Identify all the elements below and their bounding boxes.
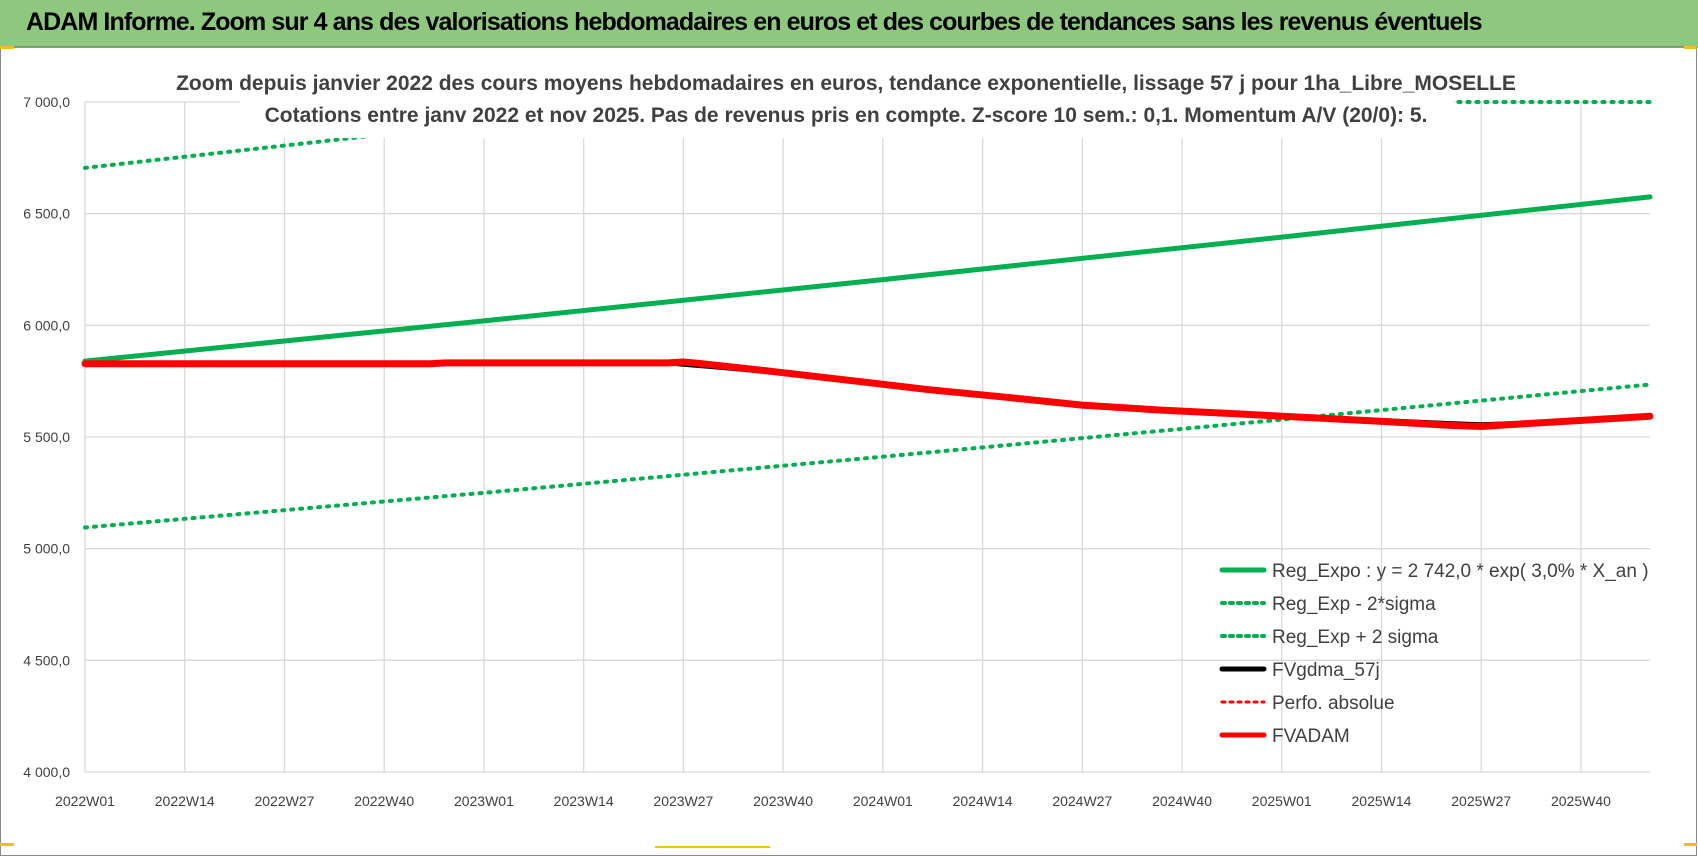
y-axis-ticks: 4 000,0 4 500,0 5 000,0 5 500,0 6 000,0 6 500… xyxy=(23,94,70,780)
series-line-2 xyxy=(83,132,387,170)
y-tick-label: 4 500,0 xyxy=(23,652,70,668)
report-banner: ADAM Informe. Zoom sur 4 ans des valoris… xyxy=(0,0,1698,48)
legend-label-4: Perfo. absolue xyxy=(1272,693,1395,714)
title-background xyxy=(240,66,1454,138)
series-line-5 xyxy=(81,358,1654,430)
chart-frame xyxy=(0,46,1697,856)
corner-accent-bottom-left xyxy=(0,843,14,846)
x-tick-label: 2022W14 xyxy=(155,793,215,809)
x-tick-label: 2025W27 xyxy=(1451,793,1511,809)
series-line-1 xyxy=(83,382,1652,530)
legend-label-1: Reg_Exp - 2*sigma xyxy=(1272,594,1436,615)
x-tick-label: 2023W14 xyxy=(554,793,614,809)
x-tick-label: 2025W40 xyxy=(1551,793,1611,809)
y-tick-label: 5 000,0 xyxy=(23,541,70,557)
legend-label-5: FVADAM xyxy=(1272,726,1350,747)
grid-layer xyxy=(84,101,1650,773)
x-tick-label: 2022W01 xyxy=(55,793,115,809)
series-line-0 xyxy=(82,194,1653,364)
corner-accent-bottom-right xyxy=(1684,843,1697,846)
y-tick-label: 5 500,0 xyxy=(23,429,70,445)
chart-subtitle: Cotations entre janv 2022 et nov 2025. P… xyxy=(265,104,1428,127)
y-tick-label: 7 000,0 xyxy=(23,94,70,110)
corner-accent-left xyxy=(0,46,14,49)
chart-title: Zoom depuis janvier 2022 des cours moyen… xyxy=(176,72,1516,95)
legend-label-3: FVgdma_57j xyxy=(1272,660,1380,681)
x-tick-label: 2022W27 xyxy=(254,793,314,809)
corner-accent-right xyxy=(1684,46,1697,49)
x-tick-label: 2023W40 xyxy=(753,793,813,809)
x-tick-label: 2025W14 xyxy=(1352,793,1412,809)
legend-label-2: Reg_Exp + 2 sigma xyxy=(1272,627,1439,648)
y-tick-label: 4 000,0 xyxy=(23,764,70,780)
x-tick-label: 2023W01 xyxy=(454,793,514,809)
series-layer xyxy=(81,100,1654,530)
y-tick-label: 6 500,0 xyxy=(23,206,70,222)
x-tick-label: 2023W27 xyxy=(653,793,713,809)
legend: Reg_Expo : y = 2 742,0 * exp( 3,0% * X_a… xyxy=(1219,561,1649,747)
x-tick-label: 2025W01 xyxy=(1252,793,1312,809)
x-tick-label: 2024W27 xyxy=(1052,793,1112,809)
series-line-3 xyxy=(82,360,1653,428)
legend-label-0: Reg_Expo : y = 2 742,0 * exp( 3,0% * X_a… xyxy=(1272,561,1649,582)
report-title: ADAM Informe. Zoom sur 4 ans des valoris… xyxy=(26,8,1482,36)
x-tick-label: 2024W40 xyxy=(1152,793,1212,809)
x-tick-label: 2024W14 xyxy=(953,793,1013,809)
y-tick-label: 6 000,0 xyxy=(23,317,70,333)
x-tick-label: 2022W40 xyxy=(354,793,414,809)
x-axis-ticks: 2022W01 2022W14 2022W27 2022W40 2023W01 2023W… xyxy=(55,793,1611,809)
x-tick-label: 2024W01 xyxy=(853,793,913,809)
corner-accent-bottom-mid xyxy=(655,846,770,848)
